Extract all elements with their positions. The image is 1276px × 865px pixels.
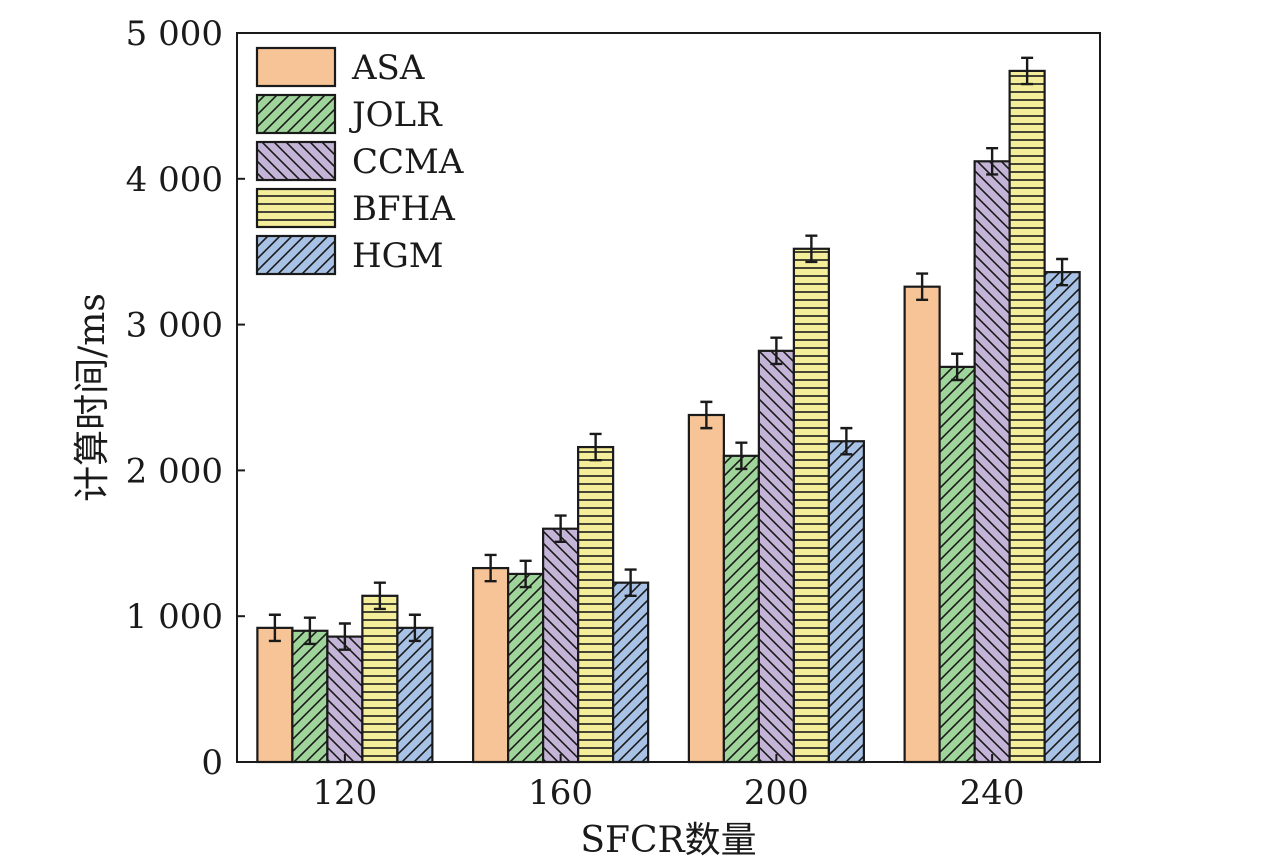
bar-bfha-200: [792, 247, 830, 764]
x-tick-label: 240: [960, 773, 1025, 813]
bar-ccma-120: [326, 635, 364, 764]
bar-jolr-120: [291, 629, 329, 764]
error-bar: [1056, 257, 1069, 287]
error-bar: [770, 336, 783, 366]
bar-hgm-240: [1043, 271, 1081, 764]
bar-ccma-240: [973, 160, 1011, 764]
error-bar: [338, 622, 351, 651]
error-bar: [951, 352, 964, 382]
bar-bfha-160: [577, 445, 615, 764]
error-bar: [805, 234, 818, 264]
legend-swatch-hgm: [255, 234, 337, 276]
error-bar: [484, 553, 497, 583]
x-axis: 120 160 200 240: [312, 754, 1025, 813]
error-bar: [1021, 56, 1034, 86]
y-tick-label: 1 000: [126, 597, 223, 637]
legend-label-asa: ASA: [351, 48, 425, 88]
x-axis-label: SFCR数量: [580, 820, 756, 861]
plot-frame: [236, 32, 1101, 763]
error-bar: [840, 426, 853, 456]
legend-label-ccma: CCMA: [352, 142, 464, 182]
bar-ccma-160: [542, 527, 580, 764]
bar-asa-120: [256, 626, 294, 764]
bar-jolr-240: [938, 365, 976, 764]
y-axis: 0 1 000 2 000 3 000 4 000 5 000: [126, 14, 245, 783]
error-bar: [303, 616, 316, 646]
bar-asa-160: [472, 566, 510, 764]
bar-asa-240: [903, 285, 941, 764]
x-tick-label: 120: [312, 773, 377, 813]
error-bar: [986, 146, 999, 176]
legend-swatch-asa: [255, 46, 337, 88]
y-axis-label: 计算时间/ms: [72, 293, 113, 502]
bar-ccma-200: [757, 349, 795, 764]
bar-hgm-160: [612, 581, 650, 764]
error-bars-layer: [268, 56, 1069, 651]
legend-swatch-jolr: [255, 93, 337, 135]
error-bar: [554, 514, 567, 544]
bar-hgm-200: [827, 440, 865, 764]
y-tick-label: 4 000: [126, 160, 223, 200]
x-tick-label: 160: [528, 773, 593, 813]
legend-swatch-bfha: [255, 187, 337, 229]
error-bar: [624, 568, 637, 597]
y-tick-label: 0: [201, 743, 223, 783]
x-tick-label: 200: [744, 773, 809, 813]
legend-label-hgm: HGM: [352, 236, 444, 276]
y-tick-label: 2 000: [126, 451, 223, 491]
bar-bfha-120: [361, 594, 399, 764]
error-bar: [268, 613, 281, 643]
legend-swatch-ccma: [255, 140, 337, 182]
legend: ASA JOLR CCMA BFHA HGM: [255, 46, 464, 276]
error-bar: [373, 581, 386, 611]
bar-asa-200: [687, 413, 725, 764]
bars-layer: [256, 69, 1081, 764]
error-bar: [408, 613, 421, 643]
bar-hgm-120: [396, 626, 434, 764]
error-bar: [589, 432, 602, 462]
error-bar: [735, 441, 748, 471]
error-bar: [916, 272, 929, 302]
bar-bfha-240: [1008, 69, 1046, 764]
error-bar: [700, 400, 713, 430]
y-tick-label: 5 000: [126, 14, 223, 54]
legend-label-jolr: JOLR: [349, 95, 443, 135]
error-bar: [519, 559, 532, 589]
legend-label-bfha: BFHA: [352, 189, 455, 229]
bar-jolr-200: [722, 454, 760, 764]
bar-jolr-160: [507, 572, 545, 764]
y-tick-label: 3 000: [126, 306, 223, 346]
